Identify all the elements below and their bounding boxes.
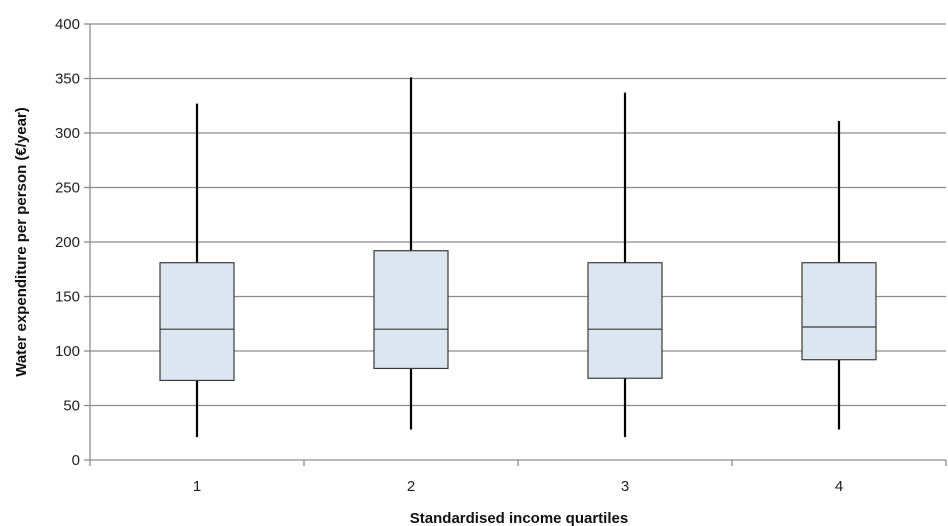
x-tick-label: 3	[621, 478, 629, 495]
y-tick-label: 400	[55, 16, 80, 33]
box-quartile-1	[159, 103, 235, 438]
y-tick-label: 50	[63, 398, 80, 415]
y-axis-title: Water expenditure per person (€/year)	[13, 107, 30, 377]
iqr-box	[587, 262, 663, 379]
iqr-box	[801, 262, 877, 361]
iqr-box	[159, 262, 235, 382]
box-quartile-4	[801, 121, 877, 430]
x-tick-label: 4	[835, 478, 843, 495]
box-quartile-2	[373, 77, 449, 430]
y-tick-label: 0	[72, 452, 80, 469]
y-tick-label: 150	[55, 289, 80, 306]
axes	[84, 23, 947, 466]
y-tick-label: 200	[55, 234, 80, 251]
y-tick-label: 250	[55, 180, 80, 197]
x-axis-title: Standardised income quartiles	[410, 510, 628, 526]
boxes	[159, 77, 877, 438]
tick-labels: 0 50 100 150 200 250 300 350 400 1 2 3 4	[55, 16, 843, 495]
y-tick-label: 350	[55, 71, 80, 88]
y-tick-label: 100	[55, 343, 80, 360]
box-quartile-3	[587, 92, 663, 438]
iqr-box	[373, 250, 449, 370]
x-tick-label: 1	[193, 478, 201, 495]
x-tick-label: 2	[407, 478, 415, 495]
y-tick-label: 300	[55, 125, 80, 142]
